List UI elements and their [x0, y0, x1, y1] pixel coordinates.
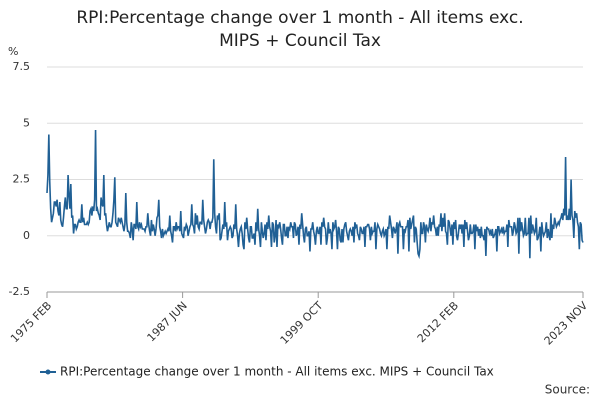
series-line	[46, 129, 584, 260]
chart-title: RPI:Percentage change over 1 month - All…	[76, 8, 523, 51]
legend-label: RPI:Percentage change over 1 month - All…	[60, 365, 494, 379]
x-tick-label: 1987 JUN	[145, 299, 190, 344]
y-tick-label: -2.5	[9, 285, 30, 298]
y-tick-label: 7.5	[13, 60, 31, 73]
legend-swatch-dot	[45, 369, 51, 375]
x-tick-label: 1975 FEB	[8, 299, 54, 345]
y-tick-label: 2.5	[13, 173, 31, 186]
x-tick-label: 2012 FEB	[415, 299, 461, 345]
x-tick-label: 2023 NOV	[542, 299, 591, 348]
y-tick-label: 0	[23, 229, 30, 242]
x-tick-label: 1999 OCT	[278, 299, 326, 347]
y-tick-label: 5	[23, 116, 30, 129]
source: Source:	[545, 383, 590, 397]
y-unit: %	[8, 45, 18, 58]
